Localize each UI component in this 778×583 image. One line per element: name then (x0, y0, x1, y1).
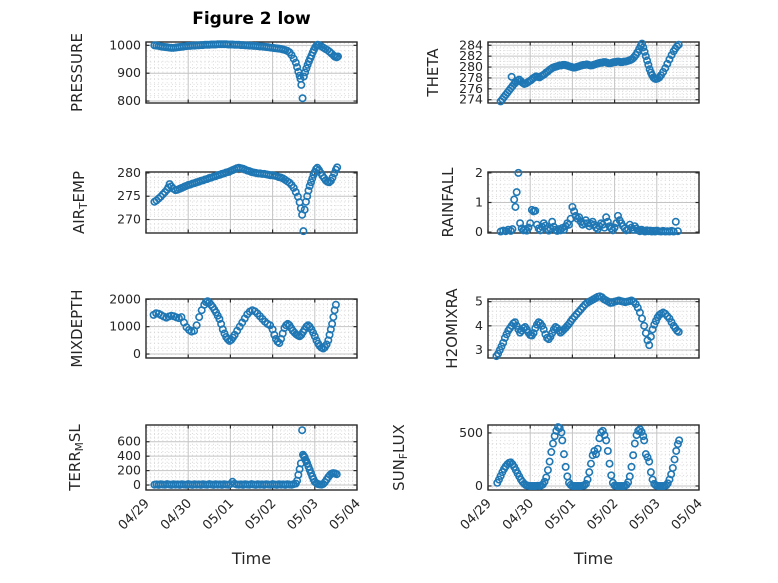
y-axis-label: H2OMIXRA (443, 288, 461, 369)
y-tick-label: 1000 (109, 319, 141, 334)
y-tick-label: 0 (133, 477, 141, 492)
y-tick-label: 0 (133, 346, 141, 361)
y-tick-label: 500 (459, 425, 483, 440)
y-tick-label: 4 (475, 318, 483, 333)
axis-ticks (145, 425, 358, 490)
x-tick-label: 04/30 (158, 496, 195, 533)
y-tick-label: 282 (459, 48, 483, 63)
x-tick-label: 04/29 (458, 496, 495, 533)
plot-background (146, 425, 357, 490)
data-points (493, 423, 684, 490)
y-tick-label: 600 (117, 434, 141, 449)
y-tick-label: 0 (475, 478, 483, 493)
y-axis-label: AIRTEMP (70, 171, 90, 234)
y-tick-label: 900 (117, 65, 141, 80)
x-tick-label: 05/04 (669, 496, 706, 533)
subplot-air-temp: 270 275 280 AIRTEMP (70, 163, 358, 236)
data-points (496, 168, 682, 236)
y-tick-label: 400 (117, 448, 141, 463)
x-tick-label: 05/02 (242, 496, 279, 533)
subplot-h2omixra: 3 4 5 H2OMIXRA (443, 288, 700, 369)
x-tick-label: 04/29 (116, 496, 153, 533)
x-tick-label: 04/30 (500, 496, 537, 533)
axis-ticks (487, 42, 700, 103)
y-tick-label: 1000 (109, 37, 141, 52)
subplot-mixdepth: 0 1000 2000 MIXDEPTH (68, 289, 358, 368)
y-tick-label: 3 (475, 342, 483, 357)
data-points (496, 39, 683, 106)
subplot-pressure: 800 900 1000 PRESSURE (68, 33, 358, 112)
y-tick-label: 280 (117, 165, 141, 180)
y-tick-label: 280 (459, 59, 483, 74)
y-axis-label: THETA (424, 48, 442, 98)
y-axis-label: RAINFALL (439, 167, 457, 238)
axis-ticks (145, 298, 358, 358)
y-axis-label: TERRMSL (66, 424, 86, 492)
x-axis-title-left: Time (231, 549, 272, 568)
axes-box (487, 424, 700, 491)
axes-box (145, 424, 358, 491)
y-axis-label: PRESSURE (68, 33, 86, 112)
y-tick-label: 0 (475, 224, 483, 239)
x-tick-label: 05/02 (584, 496, 621, 533)
grid (488, 172, 699, 233)
y-tick-label: 270 (117, 211, 141, 226)
y-tick-label: 200 (117, 463, 141, 478)
axes-box (145, 298, 358, 359)
data-points (492, 292, 683, 361)
y-tick-label: 274 (459, 92, 483, 107)
y-tick-label: 2 (475, 165, 483, 180)
y-tick-label: 1 (475, 195, 483, 210)
subplot-sun-flux: 0 500 SUNFLUX 04/29 04/30 05/01 05/02 05/03 05/0… (390, 423, 706, 533)
axes-box (145, 171, 358, 234)
y-tick-label: 275 (117, 188, 141, 203)
y-tick-label: 2000 (109, 291, 141, 306)
axis-ticks (487, 425, 700, 490)
y-tick-label: 278 (459, 70, 483, 85)
data-points (150, 163, 342, 236)
data-points (150, 426, 341, 489)
axes-box (487, 41, 700, 104)
y-tick-label: 5 (475, 294, 483, 309)
x-axis-title-right: Time (573, 549, 614, 568)
y-tick-label: 276 (459, 81, 483, 96)
x-tick-label: 05/03 (627, 496, 664, 533)
subplot-rainfall: 0 1 2 RAINFALL (439, 165, 700, 239)
x-tick-label: 05/03 (285, 496, 322, 533)
figure-title: Figure 2 low (192, 9, 311, 29)
y-axis-label: SUNFLUX (390, 424, 410, 491)
data-points (149, 297, 340, 353)
x-tick-label: 05/01 (200, 496, 237, 533)
y-tick-label: 284 (459, 37, 483, 52)
x-tick-label: 05/01 (542, 496, 579, 533)
y-axis-label: MIXDEPTH (68, 289, 86, 367)
x-tick-label: 05/04 (327, 496, 364, 533)
y-tick-label: 800 (117, 93, 141, 108)
data-points (150, 40, 343, 103)
